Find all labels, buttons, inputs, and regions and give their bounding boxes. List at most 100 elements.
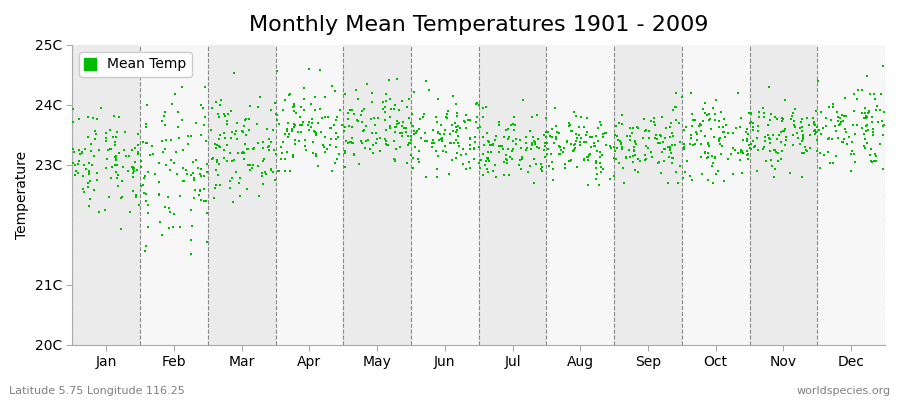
Point: [657, 146, 671, 152]
Point: [768, 114, 782, 120]
Point: [395, 98, 410, 104]
Point: [294, 104, 309, 110]
Point: [813, 150, 827, 156]
Point: [440, 111, 454, 117]
Point: [274, 156, 288, 162]
Point: [240, 186, 255, 192]
Point: [673, 163, 688, 170]
Point: [644, 118, 658, 124]
Point: [667, 142, 681, 148]
Point: [492, 122, 507, 128]
Point: [577, 139, 591, 145]
Point: [128, 145, 142, 151]
Point: [165, 101, 179, 107]
Point: [831, 114, 845, 120]
Point: [426, 127, 440, 133]
Point: [572, 124, 586, 130]
Point: [652, 159, 667, 165]
Point: [286, 152, 301, 158]
Point: [267, 100, 282, 106]
Point: [590, 148, 605, 154]
Point: [817, 152, 832, 158]
Point: [379, 138, 393, 144]
Point: [580, 154, 594, 160]
Point: [647, 122, 662, 128]
Point: [378, 109, 392, 115]
Point: [416, 114, 430, 120]
Point: [582, 152, 597, 158]
Point: [383, 125, 398, 132]
Point: [823, 160, 837, 166]
Point: [825, 136, 840, 142]
Point: [213, 132, 228, 138]
Point: [481, 149, 495, 156]
Bar: [275, 45, 343, 344]
Point: [305, 116, 320, 122]
Point: [766, 132, 780, 138]
Point: [435, 136, 449, 143]
Point: [531, 136, 545, 142]
Point: [212, 114, 226, 120]
Point: [456, 118, 471, 124]
Point: [858, 144, 872, 151]
Point: [266, 169, 280, 175]
Point: [199, 138, 213, 144]
Point: [387, 157, 401, 163]
Point: [474, 157, 489, 164]
Point: [701, 116, 716, 123]
Point: [162, 225, 176, 232]
Point: [558, 161, 572, 168]
Point: [627, 148, 642, 154]
Point: [731, 90, 745, 96]
Point: [459, 124, 473, 131]
Point: [221, 111, 236, 117]
Point: [876, 63, 890, 69]
Point: [656, 138, 670, 145]
Point: [170, 124, 184, 130]
Point: [338, 91, 353, 97]
Point: [547, 140, 562, 146]
Point: [397, 124, 411, 131]
Point: [862, 152, 877, 158]
Point: [66, 146, 80, 152]
Point: [549, 134, 563, 140]
Point: [430, 152, 445, 159]
Point: [320, 146, 335, 152]
Point: [485, 142, 500, 149]
Point: [77, 146, 92, 152]
Point: [800, 115, 814, 122]
Point: [864, 146, 878, 152]
Point: [521, 169, 535, 176]
Point: [784, 116, 798, 123]
Point: [309, 152, 323, 159]
Point: [752, 114, 766, 120]
Point: [652, 132, 667, 139]
Bar: [614, 45, 682, 344]
Point: [847, 151, 861, 157]
Point: [194, 132, 209, 138]
Point: [328, 88, 342, 94]
Point: [791, 135, 806, 141]
Point: [140, 202, 155, 208]
Point: [751, 128, 765, 134]
Point: [455, 161, 470, 168]
Point: [698, 150, 713, 156]
Point: [191, 164, 205, 171]
Point: [650, 135, 664, 142]
Point: [566, 109, 580, 116]
Point: [414, 135, 428, 142]
Point: [467, 145, 482, 151]
Point: [251, 104, 266, 110]
Point: [659, 124, 673, 131]
Point: [762, 140, 777, 146]
Point: [208, 141, 222, 147]
Point: [407, 128, 421, 134]
Point: [713, 141, 727, 147]
Point: [267, 177, 282, 183]
Point: [571, 135, 585, 142]
Point: [748, 143, 762, 149]
Point: [392, 106, 406, 113]
Point: [322, 142, 337, 148]
Point: [274, 150, 289, 156]
Point: [476, 105, 491, 112]
